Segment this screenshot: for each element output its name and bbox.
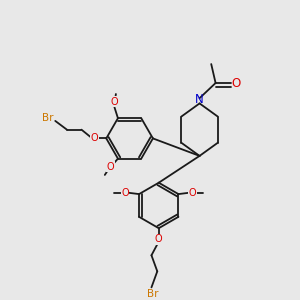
Text: O: O: [189, 188, 196, 198]
Text: O: O: [111, 97, 118, 107]
Text: N: N: [195, 93, 204, 106]
Text: Br: Br: [147, 289, 159, 299]
Text: Br: Br: [42, 113, 54, 123]
Text: O: O: [231, 76, 241, 89]
Text: O: O: [121, 188, 129, 198]
Text: O: O: [155, 234, 163, 244]
Text: O: O: [91, 134, 98, 143]
Text: O: O: [107, 162, 115, 172]
